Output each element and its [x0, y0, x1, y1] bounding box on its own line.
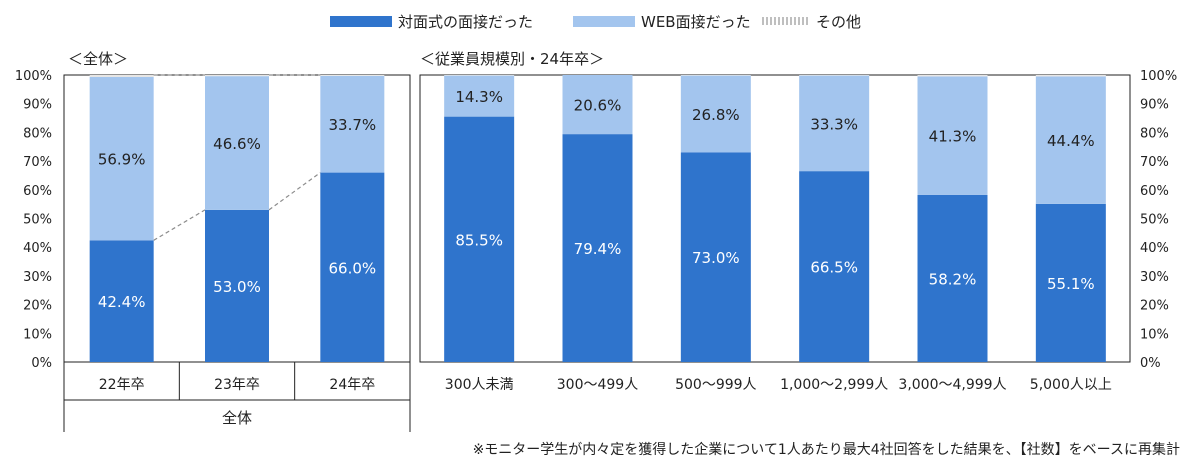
data-label-face: 53.0%	[213, 278, 261, 296]
bar-other	[444, 75, 515, 76]
bar-web	[89, 77, 154, 241]
y-tick-label: 90%	[1140, 98, 1169, 113]
x-tick-label: 23年卒	[214, 377, 260, 393]
data-label-web: 44.4%	[1047, 132, 1095, 150]
legend-label-face: 対面式の面接だった	[398, 13, 533, 31]
bar-web	[1035, 76, 1106, 204]
left-x-axis: 22年卒 23年卒 24年卒	[63, 362, 411, 432]
y-tick-label: 70%	[23, 155, 52, 170]
bar-web	[205, 76, 269, 210]
group-label: 全体	[222, 409, 252, 427]
x-tick-label: 24年卒	[329, 377, 375, 393]
x-tick-label: 5,000人以上	[1030, 377, 1112, 393]
data-label-face: 85.5%	[455, 231, 503, 249]
bar-face	[320, 172, 385, 362]
bar-other	[205, 75, 269, 77]
data-label-face: 79.4%	[574, 240, 622, 258]
x-tick-label: 300人未満	[445, 377, 514, 393]
data-label-face: 55.1%	[1047, 275, 1095, 293]
y-tick-label: 60%	[23, 184, 52, 199]
data-label-face: 66.0%	[329, 259, 377, 277]
bar-face	[1035, 203, 1106, 362]
left-panel-title: ＜全体＞	[68, 50, 128, 68]
x-tick-label: 300～499人	[557, 377, 638, 393]
right-panel: 85.5% 14.3% 79.4% 20.6% 73.0% 26.8% 66.5% 33.3%…	[419, 69, 1177, 393]
bar-web	[444, 75, 515, 117]
y-tick-label: 20%	[1140, 299, 1169, 314]
y-tick-label: 40%	[1140, 241, 1169, 256]
y-tick-label: 50%	[23, 213, 52, 228]
y-tick-label: 30%	[1140, 270, 1169, 285]
bar-other	[1035, 75, 1106, 77]
right-bars: 85.5% 14.3% 79.4% 20.6% 73.0% 26.8% 66.5% 33.3%…	[444, 75, 1106, 363]
data-label-web: 20.6%	[574, 97, 622, 115]
footnote: ※モニター学生が内々定を獲得した企業について1人あたり最大4社回答をした結果を、…	[473, 441, 1180, 458]
legend: 対面式の面接だった WEB面接だった その他	[330, 13, 861, 31]
bar-web	[799, 75, 870, 172]
y-tick-label: 10%	[1140, 327, 1169, 342]
right-panel-title: ＜従業員規模別・24年卒＞	[420, 50, 604, 68]
y-tick-label: 50%	[1140, 213, 1169, 228]
legend-label-web: WEB面接だった	[641, 13, 751, 31]
left-bars: 42.4% 56.9% 53.0% 46.6% 66.0% 33.7%	[89, 75, 385, 362]
data-label-web: 14.3%	[455, 88, 503, 106]
legend-swatch-face	[330, 16, 392, 27]
bar-face	[799, 171, 870, 362]
data-label-face: 42.4%	[98, 293, 146, 311]
bar-web	[562, 75, 633, 135]
left-panel: 0% 10% 20% 30% 40% 50% 60% 70% 80% 90% 100% 42.4% 5…	[15, 69, 411, 432]
y-tick-label: 60%	[1140, 184, 1169, 199]
data-label-face: 66.5%	[810, 259, 858, 277]
bar-other	[680, 75, 751, 76]
y-tick-label: 90%	[23, 98, 52, 113]
data-label-web: 56.9%	[98, 151, 146, 169]
bar-web	[320, 75, 385, 173]
x-tick-label: 1,000～2,999人	[780, 377, 888, 393]
connector-line-face	[268, 172, 321, 211]
bar-other	[917, 75, 988, 77]
bar-other	[89, 75, 154, 78]
y-tick-label: 0%	[1140, 356, 1161, 371]
bar-web	[680, 75, 751, 153]
data-label-face: 73.0%	[692, 249, 740, 267]
left-y-axis: 0% 10% 20% 30% 40% 50% 60% 70% 80% 90% 100%	[15, 69, 52, 371]
data-label-web: 33.7%	[329, 116, 377, 134]
bar-face	[444, 116, 515, 363]
bar-face	[89, 240, 154, 362]
data-label-web: 46.6%	[213, 135, 261, 153]
bar-face	[917, 194, 988, 362]
bar-face	[205, 209, 269, 362]
y-tick-label: 70%	[1140, 155, 1169, 170]
bar-other	[320, 75, 385, 76]
data-label-web: 41.3%	[929, 128, 977, 146]
y-tick-label: 10%	[23, 327, 52, 342]
y-tick-label: 20%	[23, 299, 52, 314]
left-connector-lines	[153, 74, 321, 241]
bar-other	[799, 75, 870, 76]
right-plot-frame	[419, 74, 1131, 363]
bar-web	[917, 76, 988, 195]
legend-label-other: その他	[816, 13, 861, 31]
y-tick-label: 30%	[23, 270, 52, 285]
x-tick-label: 3,000～4,999人	[898, 377, 1006, 393]
right-y-axis: 0% 10% 20% 30% 40% 50% 60% 70% 80% 90% 100%	[1140, 69, 1177, 371]
y-tick-label: 40%	[23, 241, 52, 256]
y-tick-label: 100%	[1140, 69, 1177, 84]
legend-swatch-web	[573, 16, 635, 27]
y-tick-label: 100%	[15, 69, 52, 84]
right-x-axis: 300人未満 300～499人 500～999人 1,000～2,999人 3,000～…	[445, 377, 1112, 393]
bar-face	[562, 134, 633, 362]
y-tick-label: 0%	[31, 356, 52, 371]
bar-face	[680, 152, 751, 362]
data-label-web: 33.3%	[810, 115, 858, 133]
data-label-face: 58.2%	[929, 270, 977, 288]
connector-line-face	[153, 209, 206, 241]
data-label-web: 26.8%	[692, 106, 740, 124]
x-tick-label: 22年卒	[99, 377, 145, 393]
y-tick-label: 80%	[23, 126, 52, 141]
y-tick-label: 80%	[1140, 126, 1169, 141]
x-tick-label: 500～999人	[675, 377, 756, 393]
